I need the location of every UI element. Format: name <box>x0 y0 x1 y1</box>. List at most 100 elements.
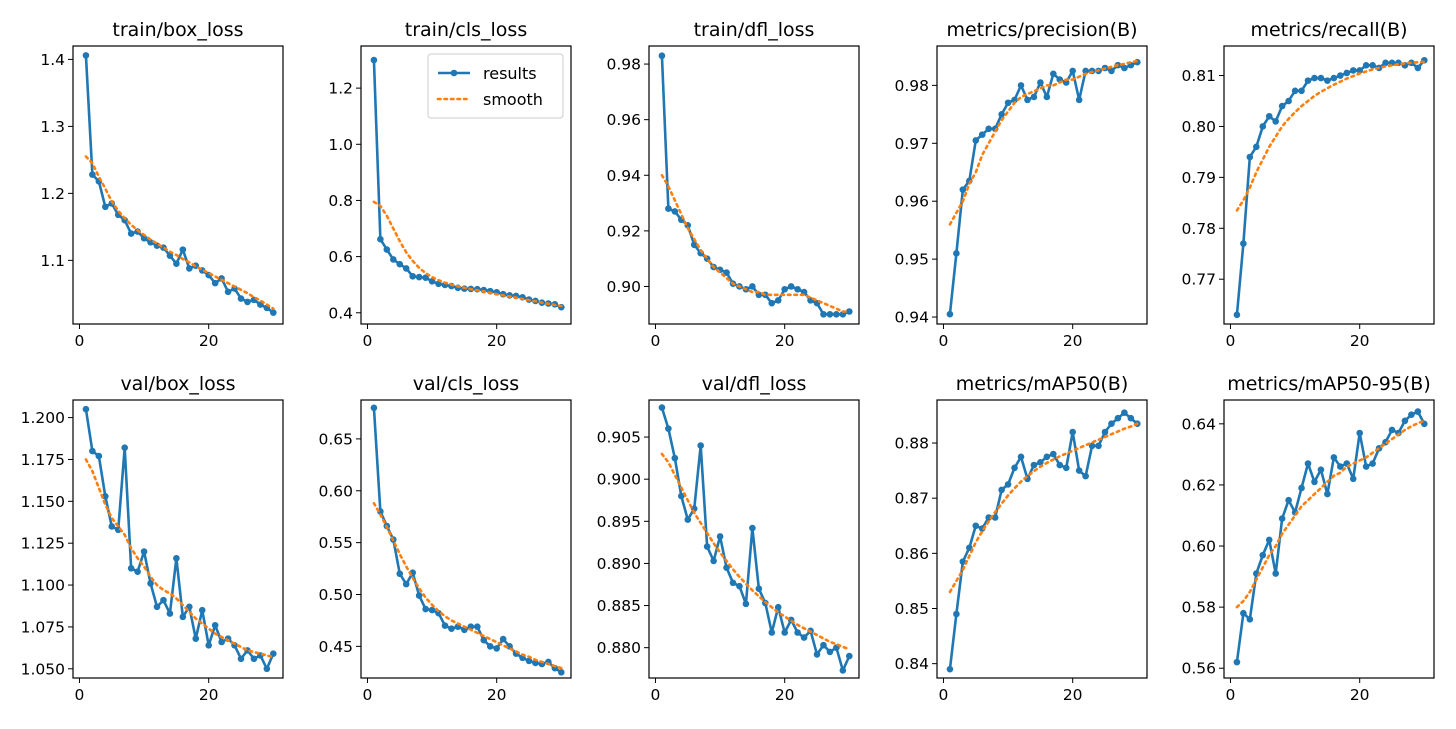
data-point-results <box>1408 411 1415 418</box>
data-point-results <box>658 404 666 411</box>
data-point-results <box>1127 414 1135 422</box>
data-point-results <box>390 256 397 263</box>
data-point-results <box>1062 464 1070 472</box>
data-point-results <box>787 283 795 290</box>
data-point-results <box>370 56 378 64</box>
y-tick-label: 0.50 <box>318 586 353 604</box>
series-line-results <box>948 61 1138 315</box>
series-line-results <box>1235 410 1426 663</box>
subplot-metrics-map50-b: metrics/mAP50(B) 0.84 0.85 0.86 0.87 0.88 0 20 <box>894 373 1148 704</box>
data-point-results <box>1362 62 1370 69</box>
axes-frame <box>360 45 572 325</box>
data-point-results <box>147 238 154 246</box>
y-tick-label: 0.6 <box>328 248 353 266</box>
data-point-results <box>237 655 245 663</box>
data-point-results <box>147 580 154 587</box>
series-line-smooth <box>948 422 1139 594</box>
data-point-results <box>1240 609 1247 617</box>
data-point-results <box>723 564 730 571</box>
data-point-results <box>237 295 245 302</box>
data-point-results <box>953 610 960 618</box>
y-tick-label: 1.200 <box>21 409 65 427</box>
data-point-results <box>1349 67 1357 74</box>
x-tick-label: 20 <box>487 332 507 350</box>
data-point-results <box>794 285 801 293</box>
data-point-results <box>1050 450 1057 458</box>
y-tick-label: 0.45 <box>318 638 353 656</box>
data-point-results <box>192 635 200 642</box>
x-tick-label: 0 <box>939 686 949 704</box>
data-point-results <box>1311 74 1318 82</box>
data-point-results <box>499 635 507 643</box>
data-point-results <box>102 203 109 211</box>
y-tick-label: 1.100 <box>21 577 65 595</box>
subplot-title: train/cls_loss <box>405 19 527 41</box>
data-point-results <box>749 524 756 532</box>
subplot-train-cls-loss: train/cls_loss 0.4 0.6 0.8 1.0 1.2 0 20 results s… <box>328 19 572 350</box>
data-point-results <box>1011 96 1018 104</box>
plot-area <box>82 405 277 673</box>
data-point-results <box>441 622 449 629</box>
data-point-results <box>833 310 840 318</box>
data-point-results <box>820 310 827 318</box>
data-point-results <box>89 447 96 455</box>
data-point-results <box>946 665 954 673</box>
data-point-results <box>1075 467 1083 474</box>
axes-frame <box>360 399 572 679</box>
y-tick-label: 0.885 <box>597 597 641 615</box>
data-point-results <box>448 625 455 633</box>
x-tick-label: 20 <box>1350 332 1370 350</box>
data-point-results <box>1233 658 1241 666</box>
data-point-results <box>665 425 672 432</box>
x-tick-label: 20 <box>775 332 795 350</box>
data-point-results <box>813 651 821 658</box>
subplot-metrics-map50-95-b: metrics/mAP50-95(B) 0.56 0.58 0.60 0.62 0.64 0… <box>1181 373 1435 704</box>
subplot-title: train/box_loss <box>112 19 243 41</box>
subplot-train-dfl-loss: train/dfl_loss 0.90 0.92 0.94 0.96 0.98 0 20 <box>606 19 860 350</box>
data-point-results <box>1362 463 1370 470</box>
y-tick-label: 1.3 <box>40 118 65 136</box>
data-point-results <box>1082 472 1089 480</box>
y-tick-label: 0.8 <box>328 192 353 210</box>
y-tick-label: 1.2 <box>328 80 353 98</box>
y-tick-label: 1.050 <box>21 660 65 678</box>
y-tick-label: 1.125 <box>21 535 65 553</box>
data-point-results <box>82 52 90 59</box>
y-tick-label: 0.55 <box>318 534 353 552</box>
data-point-results <box>474 623 481 630</box>
y-tick-label: 0.88 <box>894 435 929 453</box>
y-tick-label: 0.81 <box>1181 67 1216 85</box>
data-point-results <box>1233 311 1241 319</box>
y-tick-label: 0.56 <box>1181 660 1216 678</box>
y-tick-label: 0.98 <box>894 77 929 95</box>
subplot-title: metrics/mAP50(B) <box>956 373 1128 395</box>
data-point-results <box>755 585 763 593</box>
data-point-results <box>1043 93 1051 101</box>
data-point-results <box>422 274 429 281</box>
series-line-results <box>660 407 851 672</box>
axes-frame <box>648 399 860 679</box>
data-point-results <box>396 260 404 268</box>
data-point-results <box>1121 64 1128 72</box>
y-tick-label: 0.60 <box>318 482 353 500</box>
data-point-results <box>1004 99 1012 107</box>
data-point-results <box>108 523 116 530</box>
plot-area <box>370 404 565 676</box>
data-point-results <box>690 241 698 249</box>
data-point-results <box>435 609 442 617</box>
y-tick-label: 0.79 <box>1181 169 1216 187</box>
data-point-results <box>839 667 847 674</box>
data-point-results <box>160 596 167 604</box>
data-point-results <box>736 582 743 590</box>
data-point-results <box>800 634 808 641</box>
data-point-results <box>774 603 782 611</box>
data-point-results <box>134 568 141 575</box>
data-point-results <box>1324 77 1331 84</box>
data-point-results <box>846 652 853 660</box>
y-tick-label: 1.1 <box>40 252 65 270</box>
axes-frame <box>936 399 1148 679</box>
data-point-results <box>270 309 277 316</box>
data-point-results <box>1401 417 1409 425</box>
